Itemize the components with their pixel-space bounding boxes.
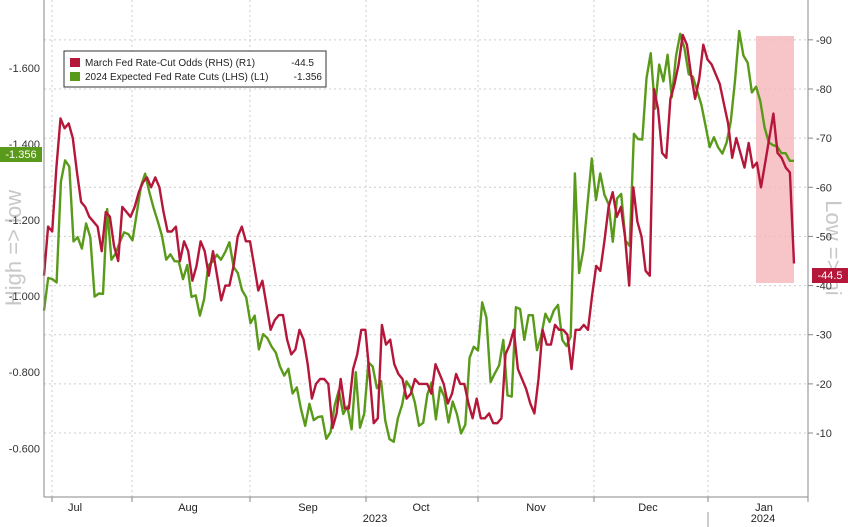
right-tick-label: -30 <box>816 330 832 342</box>
left-value-badge-text: -1.356 <box>5 149 36 161</box>
year-label-2024: 2024 <box>751 513 775 525</box>
month-label: Sep <box>298 502 318 514</box>
legend-swatch-expected-cuts <box>70 72 80 81</box>
year-label-2023: 2023 <box>363 513 387 525</box>
right-tick-label: -70 <box>816 133 832 145</box>
x-axis: Jul Aug Sep Oct Nov Dec Jan <box>51 497 809 514</box>
right-tick-label: -60 <box>816 182 832 194</box>
right-tick-label: -90 <box>816 35 832 47</box>
left-side-label: High => low <box>1 190 26 306</box>
legend: March Fed Rate-Cut Odds (RHS) (R1) -44.5… <box>63 50 327 88</box>
series-line-rate-cut-odds <box>42 33 796 430</box>
left-tick-label: -1.200 <box>9 215 40 227</box>
right-tick-label: -80 <box>816 84 832 96</box>
series-line-expected-cuts <box>42 29 794 443</box>
legend-swatch-rate-cut-odds <box>70 58 80 67</box>
legend-box <box>63 50 327 88</box>
month-label: Aug <box>178 502 198 514</box>
series-layer <box>42 29 796 443</box>
legend-value-expected-cuts: -1.356 <box>294 72 323 83</box>
highlight-region <box>756 36 794 283</box>
right-tick-label: -40 <box>816 281 832 293</box>
legend-label-expected-cuts: 2024 Expected Fed Rate Cuts (LHS) (L1) <box>85 72 268 83</box>
month-label: Jul <box>68 502 82 514</box>
left-value-badge: -1.356 <box>0 147 42 162</box>
legend-label-rate-cut-odds: March Fed Rate-Cut Odds (RHS) (R1) <box>85 58 255 69</box>
right-tick-label: -20 <box>816 379 832 391</box>
right-value-badge-text: -44.5 <box>817 270 842 282</box>
month-label: Jan <box>755 502 773 514</box>
right-tick-label: -10 <box>816 428 832 440</box>
gridlines <box>44 0 809 497</box>
right-value-badge: -44.5 <box>812 268 848 283</box>
right-axis: -90 -80 -70 -60 -50 -40 -30 -20 -10 <box>808 35 832 440</box>
month-label: Oct <box>412 502 429 514</box>
right-tick-label: -50 <box>816 231 832 243</box>
left-tick-label: -0.600 <box>9 443 40 455</box>
left-tick-label: -1.600 <box>9 63 40 75</box>
left-tick-label: -0.800 <box>9 367 40 379</box>
month-label: Nov <box>526 502 546 514</box>
legend-value-rate-cut-odds: -44.5 <box>291 58 314 69</box>
month-label: Dec <box>638 502 658 514</box>
left-tick-label: -1.000 <box>9 291 40 303</box>
